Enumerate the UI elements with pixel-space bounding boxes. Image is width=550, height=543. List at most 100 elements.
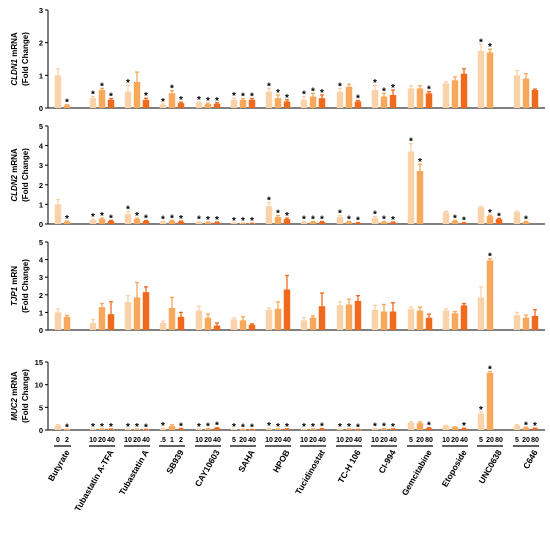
y-axis-label-rest: mRNA (10, 148, 19, 175)
bar (531, 315, 539, 330)
bar (345, 222, 353, 224)
significance-asterisk: * (373, 422, 377, 433)
bar (477, 297, 485, 330)
dose-label: 20 (239, 437, 247, 444)
bar (460, 73, 468, 108)
bar (345, 429, 353, 430)
dose-label: 40 (283, 437, 291, 444)
y-axis-label-line2: (Fold Change) (21, 148, 30, 202)
bar (416, 423, 424, 430)
significance-asterisk: * (241, 92, 245, 103)
bar (531, 90, 539, 108)
dose-label: 10 (442, 437, 450, 444)
bar (425, 93, 433, 108)
bar (380, 311, 388, 330)
dose-label: 10 (89, 437, 97, 444)
bar (486, 372, 494, 430)
bar (336, 429, 344, 430)
dose-label: .5 (160, 437, 166, 444)
bar (159, 104, 167, 108)
dose-label: 20 (204, 437, 212, 444)
significance-asterisk: * (347, 422, 351, 433)
significance-asterisk: * (488, 42, 492, 53)
significance-asterisk: * (524, 420, 528, 431)
bar (513, 315, 521, 330)
bar (389, 429, 397, 430)
panel-cldn1: 0 1 2 3 CLDN1 mRNA (Fold Change) * * * * * * * * * * * * *… (10, 6, 545, 113)
significance-asterisk: * (276, 422, 280, 433)
bar (265, 206, 273, 224)
significance-asterisk: * (276, 209, 280, 220)
bar (177, 103, 185, 108)
bar (142, 221, 150, 224)
y-tick-label: 10 (35, 381, 43, 390)
bar (133, 297, 141, 330)
bar (318, 222, 326, 224)
significance-asterisk: * (135, 422, 139, 433)
y-tick-label: 15 (35, 358, 43, 367)
dose-label: 5 (409, 437, 413, 444)
bar (389, 222, 397, 224)
significance-asterisk: * (427, 85, 431, 96)
bar (248, 99, 256, 108)
y-tick-label: 5 (39, 403, 43, 412)
dose-label: 2 (65, 437, 69, 444)
bar (522, 78, 530, 108)
bar (354, 223, 362, 224)
y-tick-label: 3 (39, 161, 43, 170)
bar (495, 219, 503, 224)
drug-label: CAY10603 (193, 448, 222, 489)
dose-label: 20 (345, 437, 353, 444)
significance-asterisk: * (91, 212, 95, 223)
significance-asterisk: * (126, 204, 130, 215)
bar (486, 52, 494, 108)
panel-muc2: 0 5 10 15 MUC2 mRNA (Fold Change) * * * * * * * * * * * *… (10, 358, 545, 435)
bar (460, 428, 468, 430)
y-tick-label: 1 (39, 71, 43, 80)
bar (318, 428, 326, 430)
y-tick-label: 2 (39, 291, 43, 300)
significance-asterisk: * (391, 83, 395, 94)
significance-asterisk: * (356, 93, 360, 104)
significance-asterisk: * (161, 97, 165, 108)
drug-label: SAHA (236, 448, 257, 474)
bar (300, 320, 308, 330)
significance-asterisk: * (320, 88, 324, 99)
bar (98, 219, 106, 224)
dose-label: 20 (416, 437, 424, 444)
y-tick-label: 0 (39, 426, 43, 435)
significance-asterisk: * (488, 365, 492, 376)
bar (168, 93, 176, 108)
significance-asterisk: * (488, 252, 492, 263)
bar (133, 81, 141, 108)
significance-asterisk: * (373, 78, 377, 89)
y-axis-label-gene: CLDN1 (10, 58, 19, 85)
dose-label: 80 (531, 437, 539, 444)
bar (451, 313, 459, 330)
bar (124, 214, 132, 224)
significance-asterisk: * (100, 81, 104, 92)
bar (124, 429, 132, 430)
bar (230, 99, 238, 108)
dose-label: 5 (515, 437, 519, 444)
bar (124, 301, 132, 330)
bar (213, 103, 221, 108)
significance-asterisk: * (232, 216, 236, 227)
significance-asterisk: * (126, 78, 130, 89)
significance-asterisk: * (91, 90, 95, 101)
significance-asterisk: * (356, 216, 360, 227)
y-axis-label-gene: TJP1 (10, 286, 19, 306)
dose-label: 2 (179, 437, 183, 444)
bar (389, 311, 397, 330)
significance-asterisk: * (179, 214, 183, 225)
significance-asterisk: * (347, 214, 351, 225)
significance-asterisk: * (453, 213, 457, 224)
significance-asterisk: * (302, 90, 306, 101)
bar (300, 222, 308, 224)
y-tick-label: 5 (39, 238, 43, 247)
bar (204, 428, 212, 430)
drug-label: HPOB (271, 448, 292, 474)
drug-label: CI-994 (376, 448, 398, 475)
significance-asterisk: * (311, 422, 315, 433)
significance-asterisk: * (285, 211, 289, 222)
